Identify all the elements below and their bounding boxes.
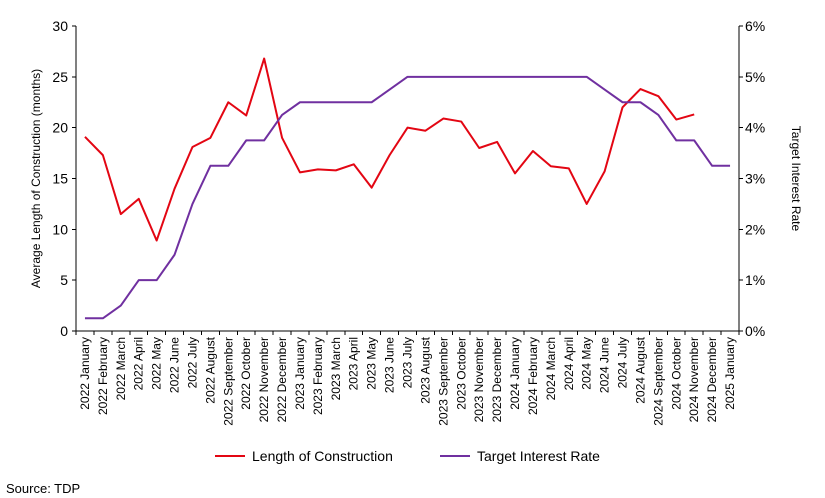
x-tick-label: 2022 January (78, 337, 92, 410)
x-tick-label: 2024 August (633, 336, 647, 403)
y-tick-label-left: 5 (60, 272, 68, 288)
y-tick-label-left: 15 (52, 171, 68, 187)
legend-label: Target Interest Rate (477, 448, 600, 464)
legend-label: Length of Construction (252, 448, 393, 464)
x-tick-label: 2023 November (472, 337, 486, 422)
x-tick-label: 2022 September (221, 337, 235, 426)
x-tick-label: 2022 May (150, 337, 164, 390)
series-line-length-of-construction (84, 57, 695, 242)
x-tick-label: 2022 August (203, 336, 217, 403)
x-tick-label: 2024 April (562, 337, 576, 390)
x-tick-label: 2023 December (490, 337, 504, 422)
x-tick-label: 2022 March (114, 337, 128, 400)
y-tick-label-left: 30 (52, 18, 68, 34)
axes: 0 5 10 15 20 25 30 0% 1% 2% 3% 4% 5% 6% 2022 January 20… (29, 18, 803, 426)
x-tick-label: 2023 July (401, 337, 415, 388)
x-tick-label: 2022 July (185, 337, 199, 388)
y-axis-title-left: Average Length of Construction (months) (29, 69, 43, 288)
legend: Length of Construction Target Interest Ra… (215, 448, 600, 464)
y-tick-label-right: 3% (745, 171, 765, 187)
x-tick-label: 2023 March (329, 337, 343, 400)
y-tick-label-left: 0 (60, 323, 68, 339)
y-tick-label-right: 6% (745, 18, 765, 34)
x-tick-label: 2022 November (257, 337, 271, 422)
x-tick-label: 2023 April (347, 337, 361, 390)
x-tick-label: 2024 October (669, 337, 683, 410)
x-tick-label: 2024 December (705, 337, 719, 422)
y-tick-label-left: 25 (52, 69, 68, 85)
x-tick-label: 2022 December (275, 337, 289, 422)
y-axis-title-right: Target Interest Rate (789, 126, 803, 232)
x-tick-label: 2023 June (383, 337, 397, 393)
x-tick-label: 2022 April (132, 337, 146, 390)
x-tick-label: 2023 February (311, 337, 325, 415)
x-tick-label: 2023 January (293, 337, 307, 410)
series-line-target-interest-rate (84, 75, 731, 320)
y-tick-label-right: 0% (745, 323, 765, 339)
y-tick-label-right: 2% (745, 221, 765, 237)
x-tick-label: 2023 September (436, 337, 450, 426)
x-tick-label: 2022 February (96, 337, 110, 415)
x-tick-label: 2025 January (723, 337, 737, 410)
series-layer (84, 57, 731, 320)
source-note: Source: TDP (6, 481, 81, 496)
x-tick-label: 2024 May (580, 337, 594, 390)
x-tick-label: 2023 October (454, 337, 468, 410)
x-tick-label: 2023 May (365, 337, 379, 390)
y-tick-label-left: 10 (52, 221, 68, 237)
x-tick-label: 2022 October (239, 337, 253, 410)
x-tick-label: 2024 January (508, 337, 522, 410)
y-tick-label-left: 20 (52, 120, 68, 136)
x-tick-label: 2024 March (544, 337, 558, 400)
x-tick-label: 2024 February (526, 337, 540, 415)
y-tick-label-right: 1% (745, 272, 765, 288)
x-tick-label: 2024 July (616, 337, 630, 388)
x-tick-label: 2024 November (687, 337, 701, 422)
x-tick-label: 2024 June (598, 337, 612, 393)
y-tick-label-right: 4% (745, 120, 765, 136)
x-tick-label: 2022 June (168, 337, 182, 393)
y-tick-label-right: 5% (745, 69, 765, 85)
x-tick-label: 2024 September (651, 337, 665, 426)
x-tick-label: 2023 August (418, 336, 432, 403)
